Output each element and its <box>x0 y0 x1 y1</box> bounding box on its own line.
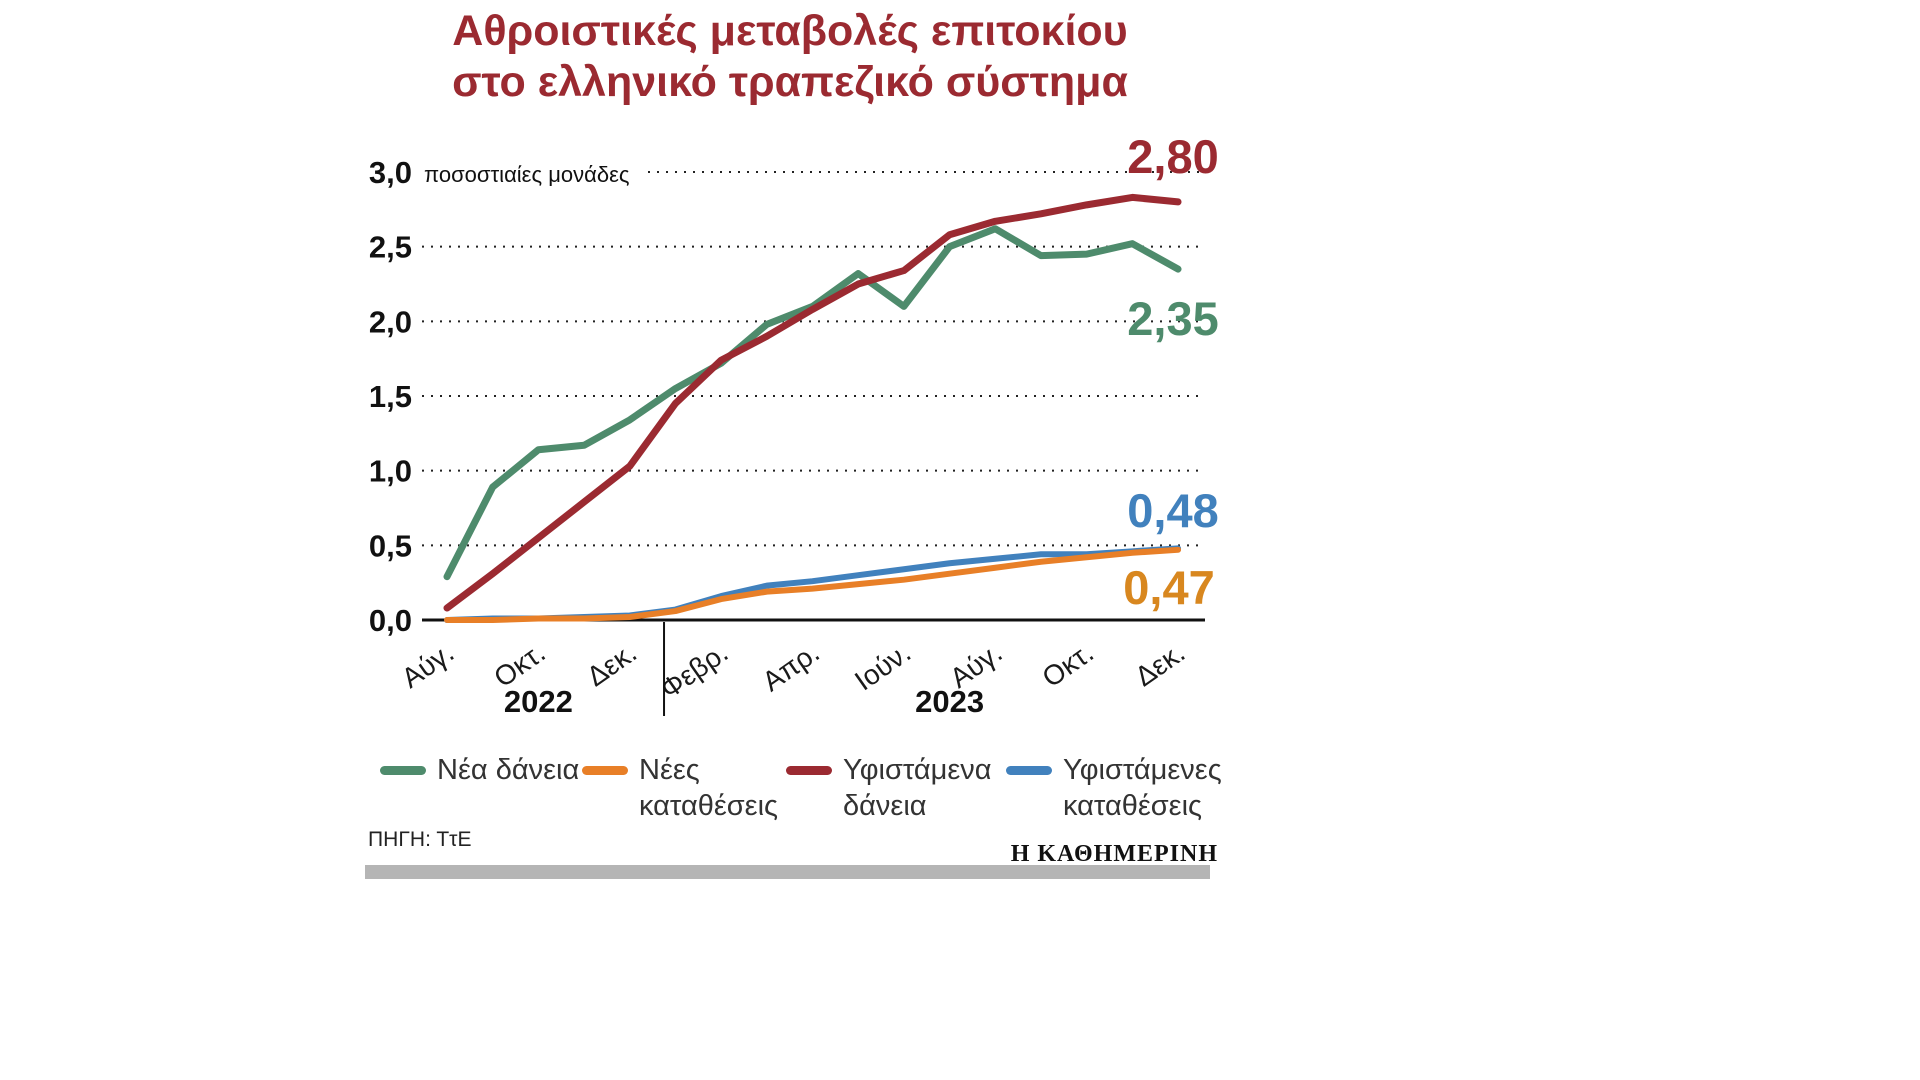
legend-label-new-deposits: Νέες καταθέσεις <box>639 754 779 822</box>
x-tick-label: Οκτ. <box>1037 637 1100 694</box>
y-tick-label: 2,5 <box>369 230 412 265</box>
x-tick-label: Φεβρ. <box>655 637 734 705</box>
legend-label-new-loans: Νέα δάνεια <box>437 754 580 786</box>
legend-item-existing-deposits: Υφιστάμενες καταθέσεις <box>1006 752 1222 824</box>
x-tick-label: Δεκ. <box>581 637 642 693</box>
x-tick-label: Ιούν. <box>849 637 916 697</box>
series-line-2 <box>443 193 1182 612</box>
series-line-1 <box>444 546 1182 623</box>
end-value-new-loans: 2,35 <box>1127 292 1219 345</box>
legend-swatch-orange <box>582 766 628 775</box>
year-label: 2022 <box>504 684 573 719</box>
legend-swatch-red <box>786 766 832 775</box>
y-tick-label: 3,0 <box>369 155 412 190</box>
legend-label-existing-loans: Υφιστάμενα δάνεια <box>843 754 992 822</box>
chart-title: Αθροιστικές μεταβολές επιτοκίου στο ελλη… <box>310 6 1270 108</box>
bottom-bar <box>365 865 1210 879</box>
legend-label-existing-deposits: Υφιστάμενες καταθέσεις <box>1063 754 1222 822</box>
year-label: 2023 <box>915 684 984 719</box>
y-tick-label: 0,0 <box>369 603 412 638</box>
legend-swatch-green <box>380 766 426 775</box>
y-tick-label: 0,5 <box>369 528 412 563</box>
source-note: ΠΗΓΗ: ΤτΕ <box>368 828 472 851</box>
legend-item-new-deposits: Νέες καταθέσεις <box>582 752 778 824</box>
end-value-new-deposits: 0,47 <box>1123 561 1215 614</box>
legend-item-new-loans: Νέα δάνεια <box>380 752 579 788</box>
x-tick-label: Δεκ. <box>1129 637 1190 693</box>
unit-label: ποσοστιαίες μονάδες <box>424 162 630 187</box>
end-value-existing-loans: 2,80 <box>1127 130 1219 183</box>
y-tick-label: 1,5 <box>369 379 412 414</box>
kathimerini-logo: Η ΚΑΘΗΜΕΡΙΝΗ <box>1010 841 1218 867</box>
y-tick-label: 2,0 <box>369 304 412 339</box>
legend-item-existing-loans: Υφιστάμενα δάνεια <box>786 752 992 824</box>
y-tick-label: 1,0 <box>369 454 412 489</box>
end-value-existing-deposits: 0,48 <box>1127 484 1219 537</box>
x-tick-label: Αύγ. <box>396 637 459 694</box>
chart-title-line1: Αθροιστικές μεταβολές επιτοκίου <box>452 7 1128 55</box>
legend-swatch-blue <box>1006 766 1052 775</box>
chart-title-line2: στο ελληνικό τραπεζικό σύστημα <box>452 58 1128 106</box>
x-tick-label: Απρ. <box>757 637 825 698</box>
